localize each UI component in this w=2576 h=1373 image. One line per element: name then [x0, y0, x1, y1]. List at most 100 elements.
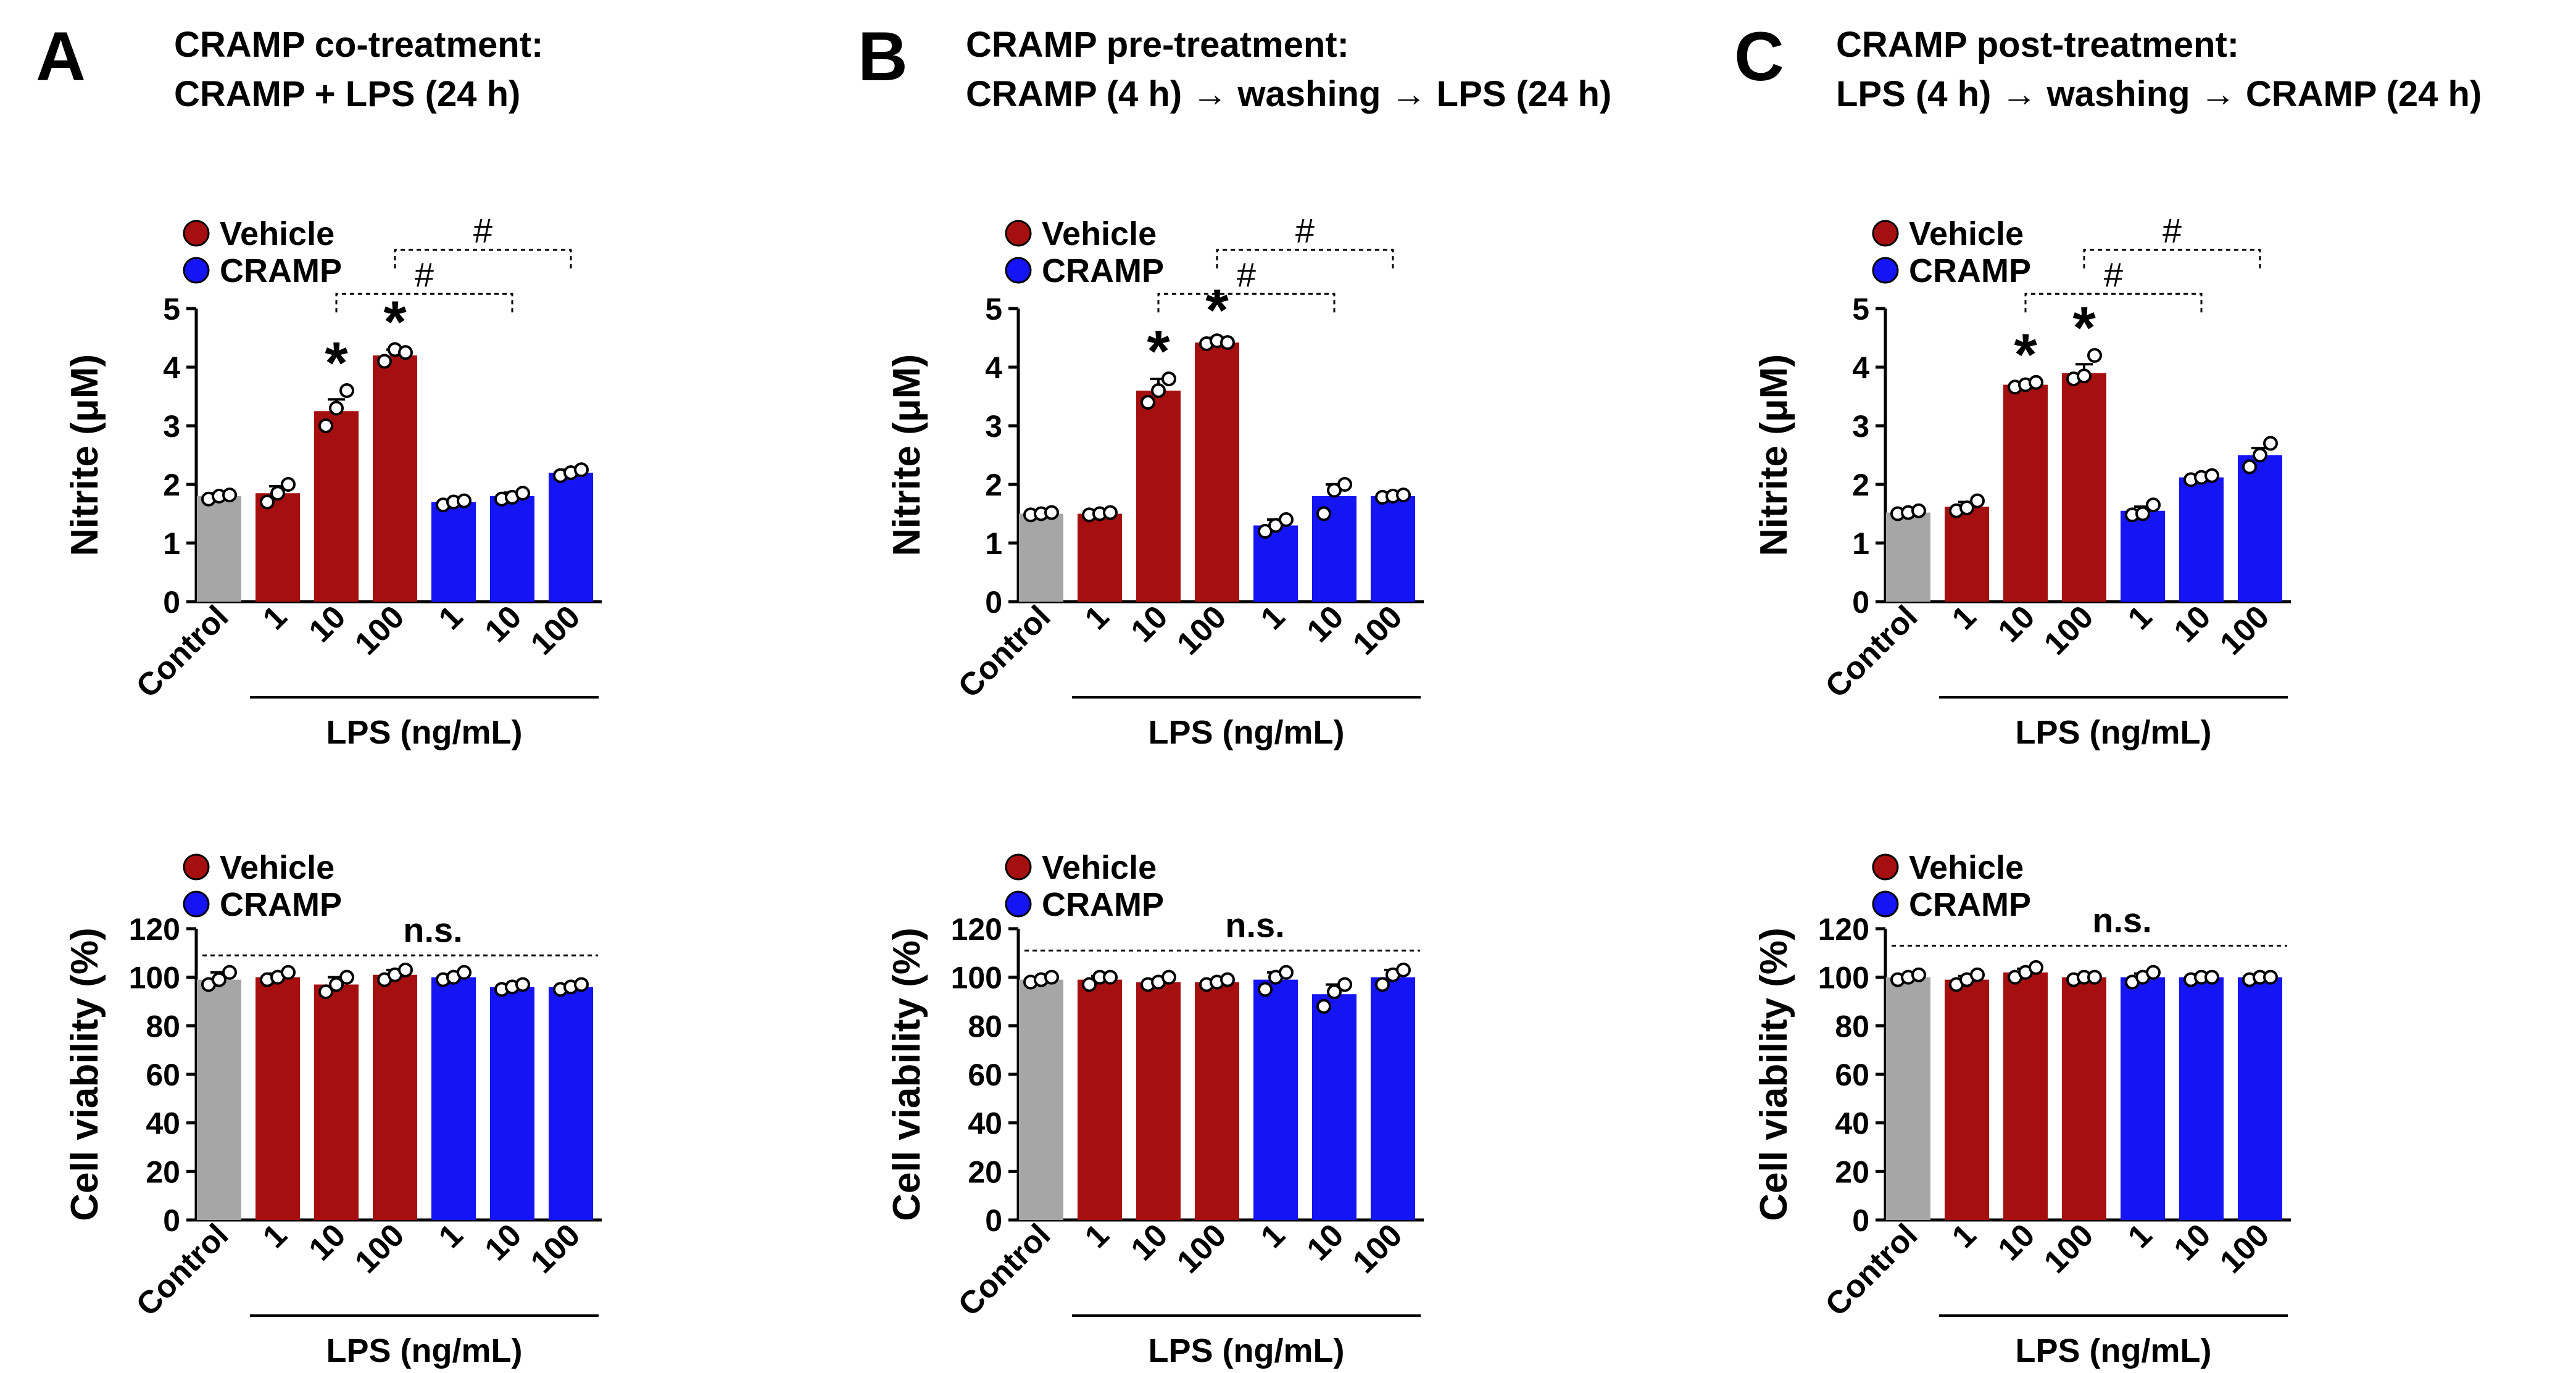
- y-axis-label: Cell viability (%): [1753, 927, 1795, 1221]
- y-tick-label: 1: [985, 526, 1002, 561]
- legend-label-vehicle: Vehicle: [1042, 215, 1157, 252]
- legend-label-vehicle: Vehicle: [1042, 849, 1157, 886]
- data-point: [1044, 505, 1059, 520]
- panel-title-line2: LPS (4 h) → washing → CRAMP (24 h): [1836, 74, 2482, 114]
- x-tick-label: 10: [302, 599, 353, 649]
- x-tick-label: 10: [2167, 1217, 2218, 1267]
- data-point: [1151, 383, 1166, 398]
- y-tick-label: 100: [1818, 961, 1869, 995]
- data-point: [1911, 967, 1926, 982]
- bar-vehicle: [1136, 391, 1181, 602]
- x-tick-label: 1: [256, 599, 294, 636]
- y-tick-label: 60: [146, 1058, 180, 1092]
- x-tick-label: 100: [524, 599, 587, 662]
- x-tick-label: 10: [1992, 1217, 2042, 1267]
- y-tick-label: 120: [951, 912, 1002, 947]
- panel-letter: A: [36, 18, 86, 95]
- legend-marker-vehicle: [1005, 220, 1032, 247]
- lps-group-label: LPS (ng/mL): [326, 714, 523, 751]
- x-tick-label: 10: [1992, 599, 2042, 649]
- y-axis-label: Nitrite (μM): [1753, 354, 1795, 556]
- y-tick-label: 1: [1852, 526, 1869, 561]
- data-point: [260, 494, 275, 510]
- x-tick-label: 10: [302, 1217, 353, 1267]
- legend-marker-cramp: [183, 257, 210, 284]
- y-tick-label: 60: [1835, 1058, 1869, 1092]
- data-point: [1279, 964, 1294, 980]
- data-point: [2263, 436, 2278, 451]
- bar-vehicle: [256, 493, 300, 602]
- data-point: [1959, 500, 1974, 515]
- y-tick-label: 0: [163, 585, 180, 620]
- significance-star: *: [1147, 318, 1170, 384]
- data-point: [318, 984, 333, 1000]
- hash-bracket-line: [1216, 249, 1394, 268]
- x-tick-label: 10: [1124, 1217, 1175, 1267]
- data-point: [2204, 969, 2219, 985]
- bar-vehicle: [1136, 982, 1181, 1220]
- hash-label: #: [2104, 255, 2123, 294]
- y-tick-label: 5: [985, 292, 1002, 326]
- y-tick-label: 3: [163, 409, 180, 444]
- y-tick-label: 3: [985, 409, 1002, 444]
- data-point: [1375, 977, 1390, 992]
- panel-header-B: B CRAMP pre-treatment: CRAMP (4 h) → washi…: [858, 18, 1611, 114]
- x-tick-label: 100: [1170, 1217, 1233, 1280]
- significance-star: *: [383, 289, 407, 355]
- data-point: [1396, 487, 1411, 503]
- x-tick-label: Control: [1819, 599, 1925, 705]
- data-point: [1220, 972, 1235, 987]
- data-point: [1396, 962, 1411, 977]
- lps-group-label: LPS (ng/mL): [2016, 714, 2212, 751]
- data-point: [1970, 967, 1985, 982]
- bar-cramp: [1312, 994, 1357, 1220]
- bar-vehicle: [314, 984, 359, 1220]
- x-tick-label: 1: [1078, 599, 1116, 636]
- hash-bracket: #: [1157, 255, 1336, 313]
- legend-label-cramp: CRAMP: [1042, 252, 1164, 289]
- x-tick-label: 10: [2167, 599, 2218, 649]
- hash-bracket: #: [394, 211, 572, 268]
- x-tick-label: 1: [1078, 1217, 1116, 1255]
- significance-star: *: [1205, 278, 1229, 344]
- hash-bracket-line: [2083, 249, 2261, 268]
- ns-label: n.s.: [1225, 905, 1284, 944]
- legend-marker-cramp: [1872, 890, 1899, 918]
- x-tick-label: 10: [1124, 599, 1175, 649]
- x-tick-label: 100: [2037, 1217, 2100, 1280]
- bar-vehicle: [1078, 979, 1122, 1220]
- significance-star: *: [325, 330, 348, 396]
- legend-marker-vehicle: [1005, 853, 1032, 881]
- panel-header-C: C CRAMP post-treatment: LPS (4 h) → washin…: [1734, 18, 2482, 114]
- data-point: [1258, 982, 1273, 997]
- data-point: [1161, 969, 1176, 985]
- significance-star: *: [2072, 295, 2096, 361]
- y-tick-label: 120: [1818, 912, 1869, 947]
- bar-cramp: [549, 473, 593, 602]
- x-tick-label: 1: [256, 1217, 294, 1255]
- bar-vehicle: [373, 355, 417, 602]
- hash-label: #: [2163, 211, 2182, 250]
- bar-cramp: [431, 977, 476, 1220]
- data-point: [515, 977, 530, 992]
- y-tick-label: 80: [968, 1009, 1002, 1043]
- x-tick-label: 100: [2037, 599, 2100, 662]
- x-tick-label: 100: [2213, 1217, 2276, 1280]
- y-tick-label: 40: [146, 1106, 180, 1141]
- legend-label-cramp: CRAMP: [1042, 886, 1164, 923]
- bar-vehicle: [256, 977, 300, 1220]
- lps-group-label: LPS (ng/mL): [1149, 714, 1345, 751]
- hash-bracket: #: [1216, 211, 1394, 268]
- bar-vehicle: [1078, 513, 1122, 602]
- hash-label: #: [1237, 255, 1256, 294]
- x-tick-label: 1: [1945, 599, 1983, 636]
- data-point: [574, 462, 589, 478]
- x-tick-label: 100: [348, 1217, 411, 1280]
- hash-bracket: #: [2083, 211, 2261, 268]
- y-tick-label: 1: [163, 526, 180, 561]
